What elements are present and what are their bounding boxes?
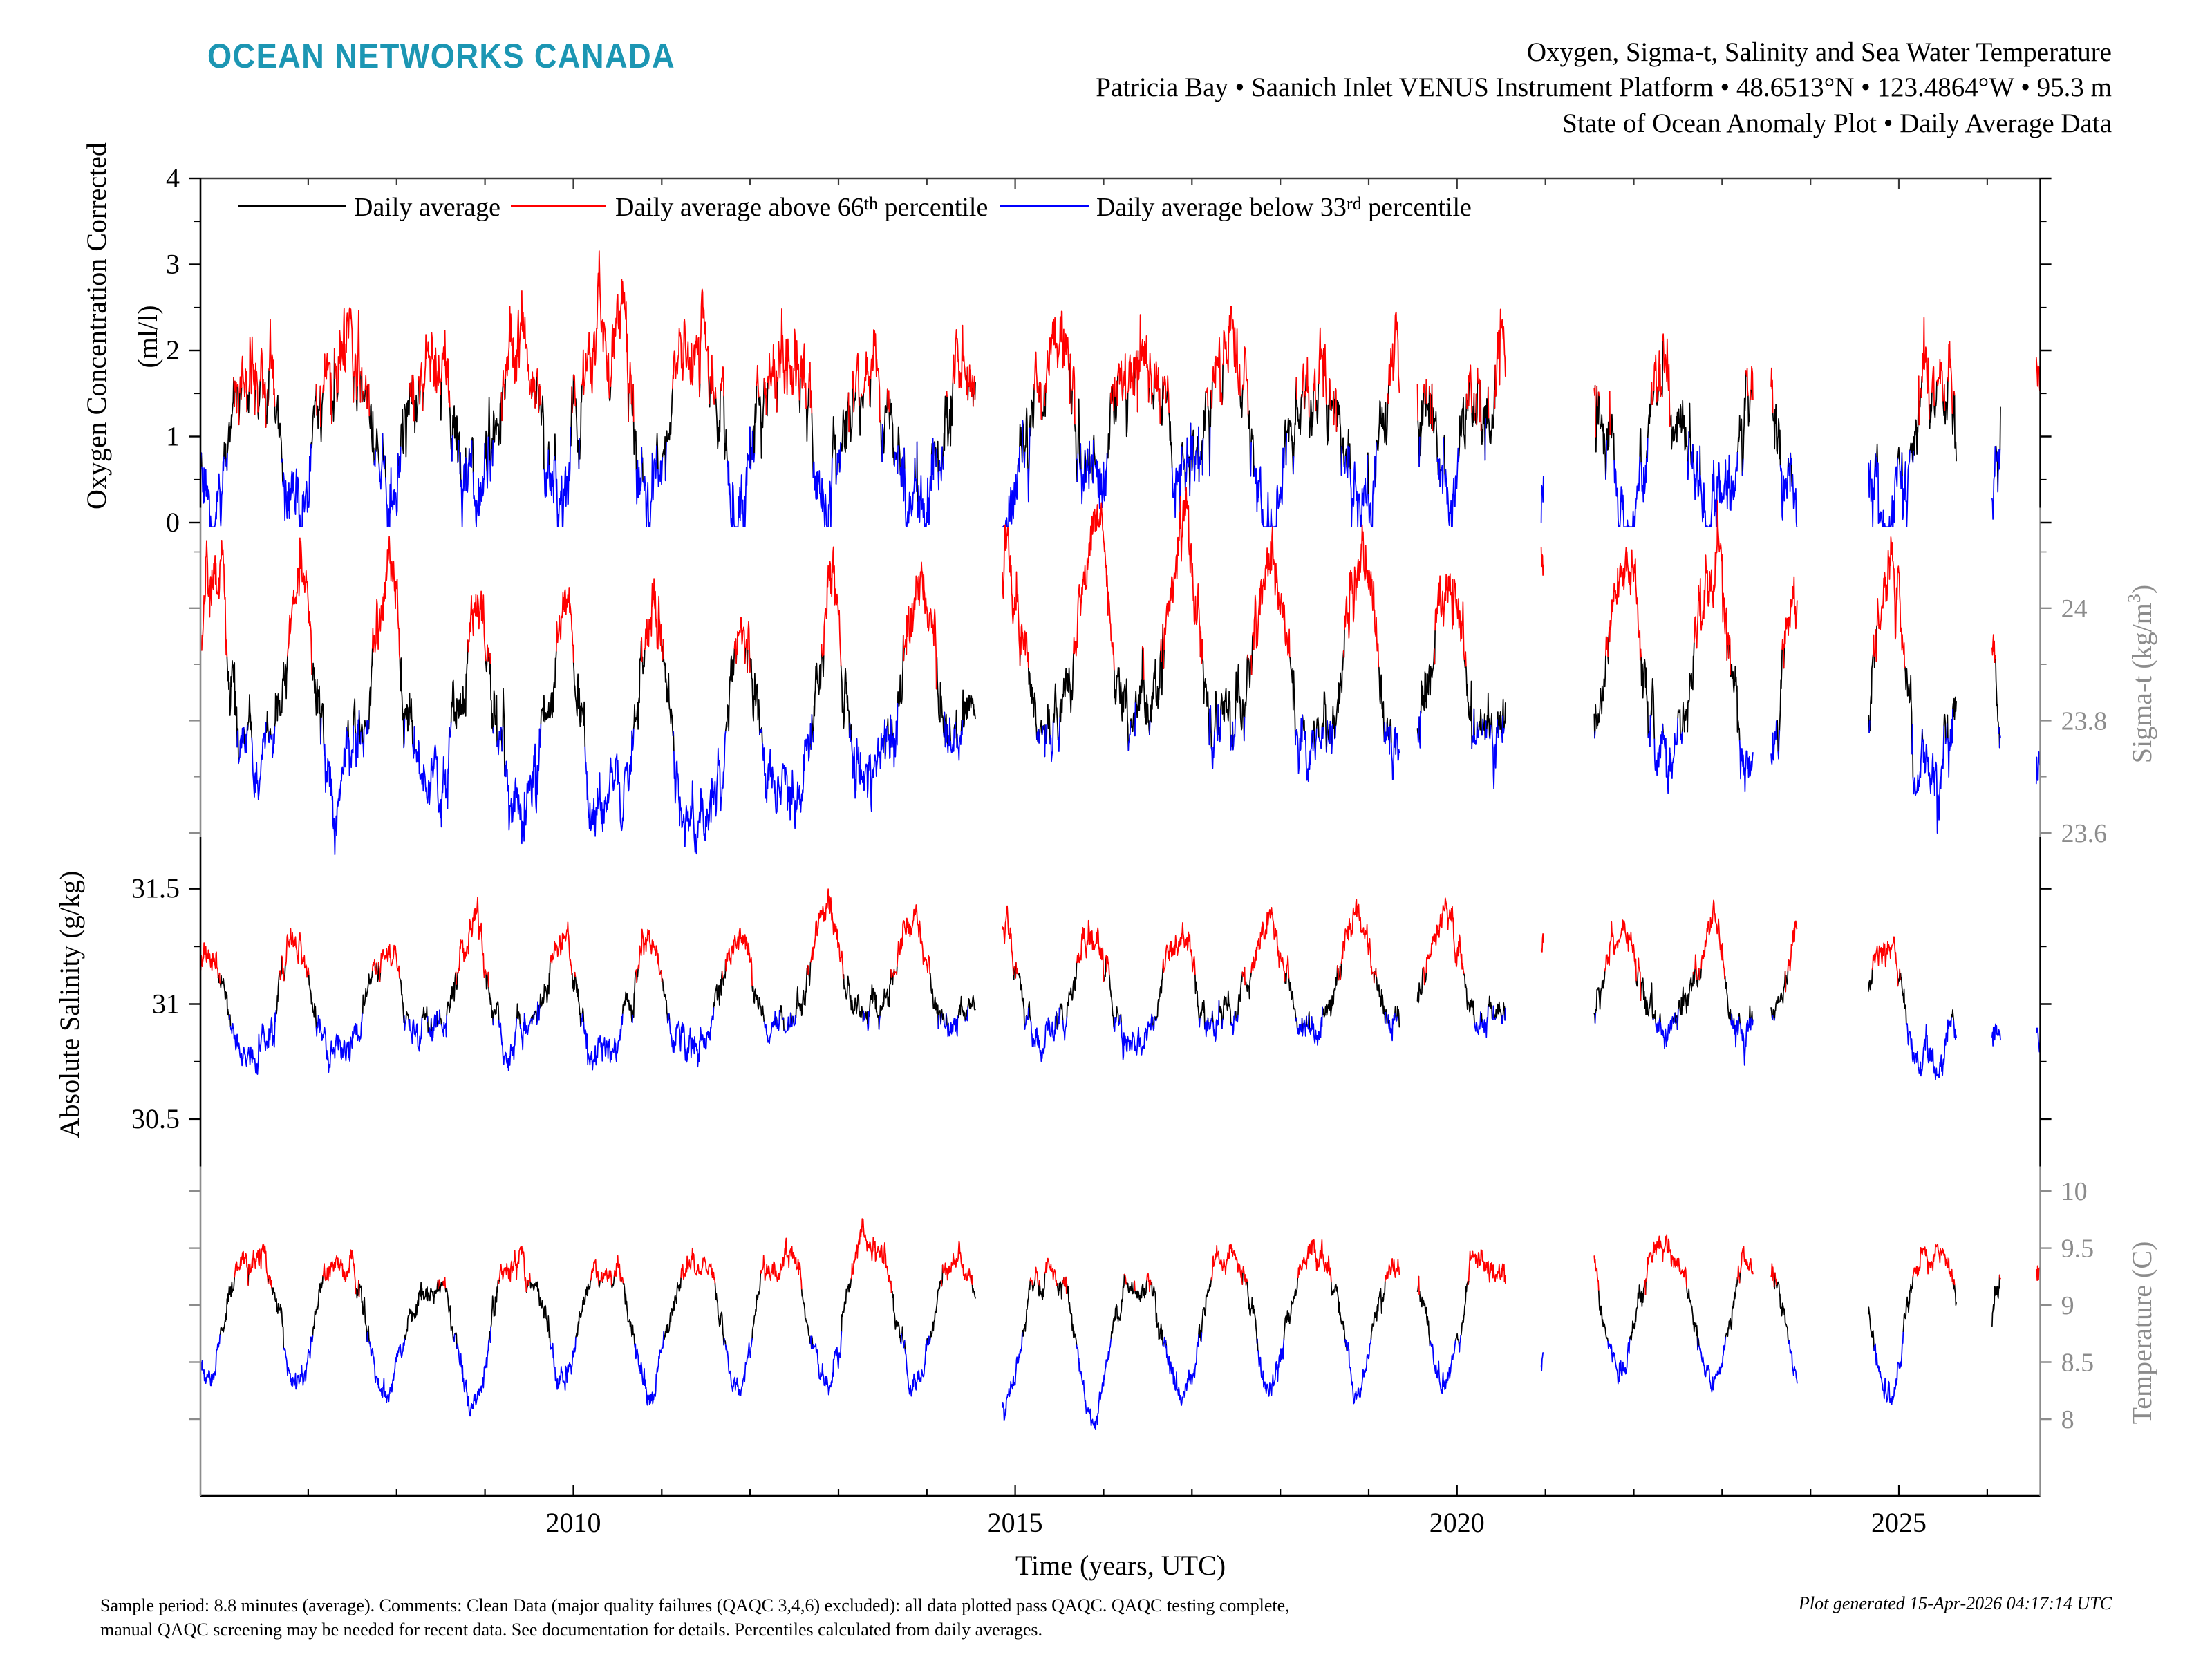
svg-text:23.6: 23.6 — [2061, 819, 2108, 848]
svg-text:2020: 2020 — [1430, 1507, 1485, 1538]
svg-text:Daily average below 33rd perce: Daily average below 33rd percentile — [1096, 193, 1472, 222]
svg-text:2010: 2010 — [546, 1507, 601, 1538]
svg-text:4: 4 — [166, 162, 180, 194]
svg-text:2025: 2025 — [1871, 1507, 1927, 1538]
svg-text:31.5: 31.5 — [131, 873, 180, 904]
svg-text:23.8: 23.8 — [2061, 706, 2108, 735]
svg-text:8: 8 — [2061, 1405, 2074, 1434]
svg-text:2015: 2015 — [988, 1507, 1043, 1538]
svg-text:1: 1 — [166, 421, 180, 452]
svg-text:24: 24 — [2061, 594, 2088, 624]
svg-text:9: 9 — [2061, 1291, 2074, 1320]
svg-text:10: 10 — [2061, 1177, 2088, 1206]
svg-text:3: 3 — [166, 249, 180, 280]
svg-text:0: 0 — [166, 507, 180, 538]
svg-text:9.5: 9.5 — [2061, 1235, 2094, 1264]
svg-text:8.5: 8.5 — [2061, 1349, 2094, 1378]
svg-text:30.5: 30.5 — [131, 1103, 180, 1134]
svg-text:Daily average above 66th perce: Daily average above 66th percentile — [615, 193, 988, 222]
svg-text:31: 31 — [152, 988, 180, 1020]
svg-text:Time (years, UTC): Time (years, UTC) — [1015, 1550, 1226, 1581]
svg-text:Daily average: Daily average — [354, 193, 500, 222]
